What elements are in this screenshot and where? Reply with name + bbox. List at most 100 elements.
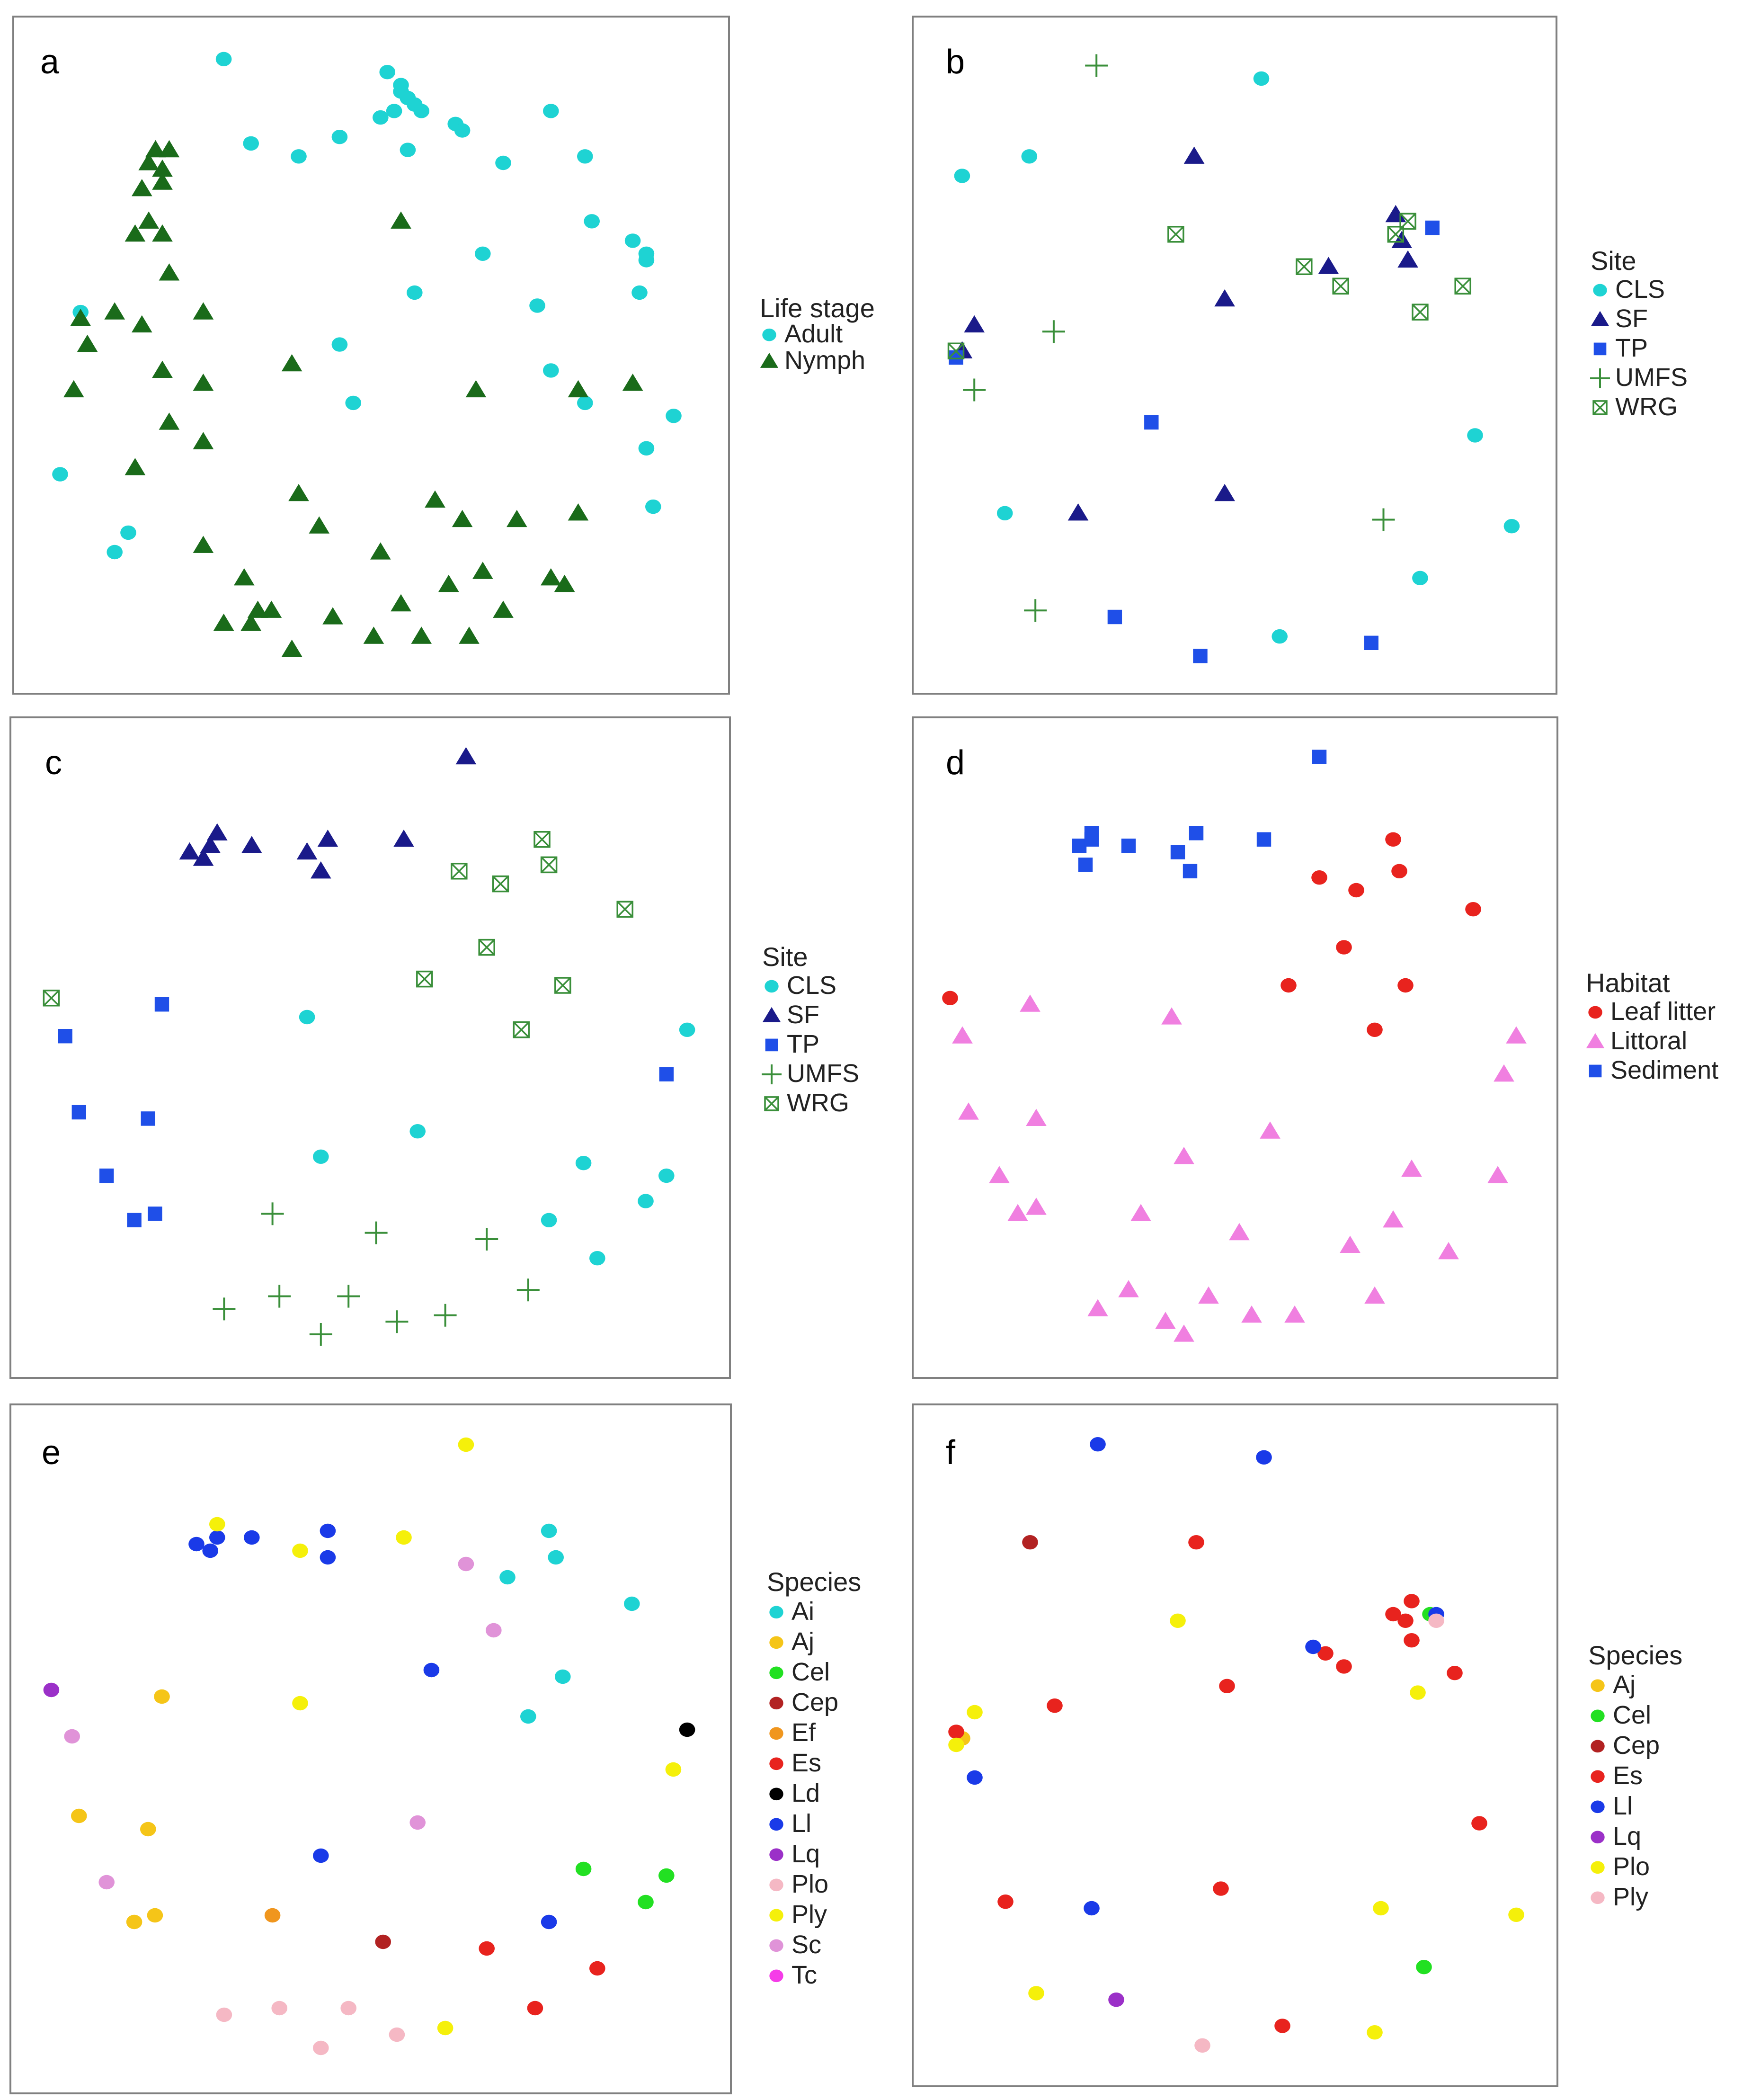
- panel-e-legend-label: Tc: [791, 1961, 817, 1989]
- panel-b-point-wrg-6: [1412, 304, 1429, 321]
- panel-a-point-adult-9: [373, 110, 389, 125]
- panel-f-point-es-7: [1447, 1666, 1463, 1680]
- panel-f-legend-label: Cep: [1613, 1731, 1660, 1760]
- panel-f-point-es-11: [1471, 1816, 1487, 1831]
- panel-c-points: [43, 747, 695, 1346]
- panel-d-point-sediment-5: [1170, 845, 1185, 859]
- panel-c-point-tp-1: [58, 1029, 72, 1044]
- panel-b-point-cls-6: [1412, 571, 1428, 586]
- panel-d-frame: [912, 716, 1558, 1379]
- panel-a-point-adult-14: [331, 130, 348, 144]
- panel-a-point-nymph-17: [193, 374, 214, 391]
- panel-b-point-tp-1: [949, 350, 963, 365]
- panel-c-point-tp-0: [154, 997, 169, 1012]
- panel-a-point-nymph-31: [193, 536, 214, 553]
- panel-e-point-ll-8: [541, 1914, 557, 1930]
- panel-f-legend-marker-cel: [1591, 1709, 1605, 1723]
- panel-a-point-nymph-9: [159, 263, 180, 281]
- panel-a-point-adult-29: [543, 363, 559, 378]
- panel-b-legend-marker-cls: [1593, 284, 1607, 297]
- panel-e-legend-label: Ef: [791, 1718, 816, 1747]
- panel-d-point-littoral-4: [1494, 1064, 1514, 1082]
- panel-e-legend-marker-tc: [769, 1969, 783, 1983]
- panel-f-point-es-0: [1188, 1535, 1204, 1550]
- panel-d-point-littoral-25: [1241, 1305, 1262, 1323]
- panel-a-point-adult-15: [400, 143, 416, 157]
- panel-a-point-adult-11: [454, 123, 471, 138]
- panel-f-point-cep-0: [1022, 1535, 1038, 1550]
- panel-d-point-leaf-litter-9: [942, 991, 958, 1005]
- panel-e-point-plo-3: [313, 2040, 329, 2055]
- panel-a-point-nymph-19: [391, 211, 411, 229]
- panel-e-point-ply-6: [437, 2020, 454, 2036]
- panel-a-legend-label: Nymph: [784, 346, 865, 375]
- panel-a-point-adult-34: [52, 467, 68, 482]
- panel-d-point-littoral-24: [1284, 1305, 1305, 1323]
- panel-c-point-cls-0: [299, 1010, 315, 1025]
- panel-e-legend-label: Ld: [791, 1779, 820, 1807]
- panel-c-point-sf-8: [310, 861, 331, 879]
- panel-b-legend-label: TP: [1615, 334, 1648, 362]
- panel-b-legend-label: SF: [1615, 304, 1648, 333]
- panel-a-point-nymph-14: [77, 334, 98, 352]
- panel-e-legend-label: Aj: [791, 1627, 814, 1656]
- panel-c-point-tp-2: [659, 1067, 674, 1081]
- panel-a-point-nymph-45: [363, 626, 384, 644]
- panel-f-point-plo-7: [1367, 2025, 1383, 2040]
- panel-f-point-ll-4: [967, 1770, 983, 1785]
- panel-c-point-umfs-5: [337, 1285, 360, 1308]
- panel-a-point-adult-17: [495, 155, 511, 170]
- panel-c-point-cls-6: [638, 1194, 654, 1208]
- panel-e-point-ai-3: [624, 1596, 640, 1611]
- panel-e-point-cep-0: [375, 1934, 391, 1949]
- panel-d-points: [942, 750, 1527, 1342]
- panel-c-point-cls-7: [541, 1213, 557, 1227]
- panel-f-point-ll-0: [1090, 1437, 1106, 1452]
- panel-a-point-adult-37: [645, 499, 661, 514]
- panel-e-point-sc-1: [486, 1623, 502, 1638]
- panel-f-point-es-3: [1397, 1613, 1414, 1628]
- panel-b-point-tp-5: [1364, 635, 1378, 650]
- panel-e-label: e: [42, 1434, 61, 1472]
- panel-f-legend-label: Ply: [1613, 1883, 1648, 1911]
- panel-c-point-umfs-6: [213, 1297, 236, 1321]
- panel-d-point-littoral-26: [1174, 1324, 1194, 1342]
- panel-c-point-cls-1: [679, 1022, 695, 1037]
- panel-f-legend-label: Es: [1613, 1761, 1643, 1790]
- panel-a-point-nymph-49: [240, 613, 262, 631]
- panel-f-point-plo-1: [1410, 1685, 1426, 1700]
- panel-d-point-littoral-11: [1487, 1166, 1508, 1183]
- panel-c-point-wrg-2: [451, 863, 468, 880]
- panel-e-point-aj-3: [126, 1914, 142, 1930]
- panel-a-point-nymph-6: [138, 211, 160, 229]
- panel-d-point-littoral-23: [1155, 1312, 1176, 1329]
- panel-e-legend-label: Ply: [791, 1900, 827, 1929]
- panel-d-point-leaf-litter-6: [1281, 978, 1297, 993]
- panel-a-point-nymph-24: [193, 432, 214, 449]
- panel-f-point-plo-3: [948, 1737, 964, 1752]
- panel-a-point-adult-23: [475, 246, 491, 261]
- panel-f-legend-label: Lq: [1613, 1822, 1641, 1850]
- panel-a-point-nymph-46: [411, 626, 432, 644]
- panel-a-point-nymph-30: [568, 503, 589, 521]
- panel-a-point-adult-26: [529, 298, 545, 313]
- panel-a-legend-marker-nymph: [760, 353, 779, 368]
- panel-b-point-umfs-2: [963, 378, 986, 402]
- panel-a-point-nymph-43: [391, 594, 411, 612]
- panel-c-point-wrg-0: [534, 831, 551, 848]
- panel-c-point-umfs-8: [434, 1304, 457, 1327]
- panel-f-legend-marker-aj: [1591, 1679, 1605, 1692]
- panel-d-point-littoral-22: [1087, 1299, 1108, 1316]
- panel-e-legend-marker-sc: [769, 1939, 783, 1952]
- panel-d-point-leaf-litter-0: [1385, 832, 1401, 847]
- panel-a-point-nymph-16: [63, 380, 84, 398]
- panel-c-point-wrg-9: [43, 990, 60, 1007]
- panel-e-point-sc-4: [98, 1875, 115, 1890]
- panel-c-point-umfs-4: [268, 1285, 291, 1308]
- panel-a-point-nymph-47: [459, 626, 480, 644]
- panel-b-point-cls-7: [1272, 629, 1288, 644]
- panel-a-point-adult-32: [666, 409, 682, 423]
- panel-f-legend-label: Cel: [1613, 1701, 1651, 1729]
- panel-a-point-adult-20: [624, 233, 641, 248]
